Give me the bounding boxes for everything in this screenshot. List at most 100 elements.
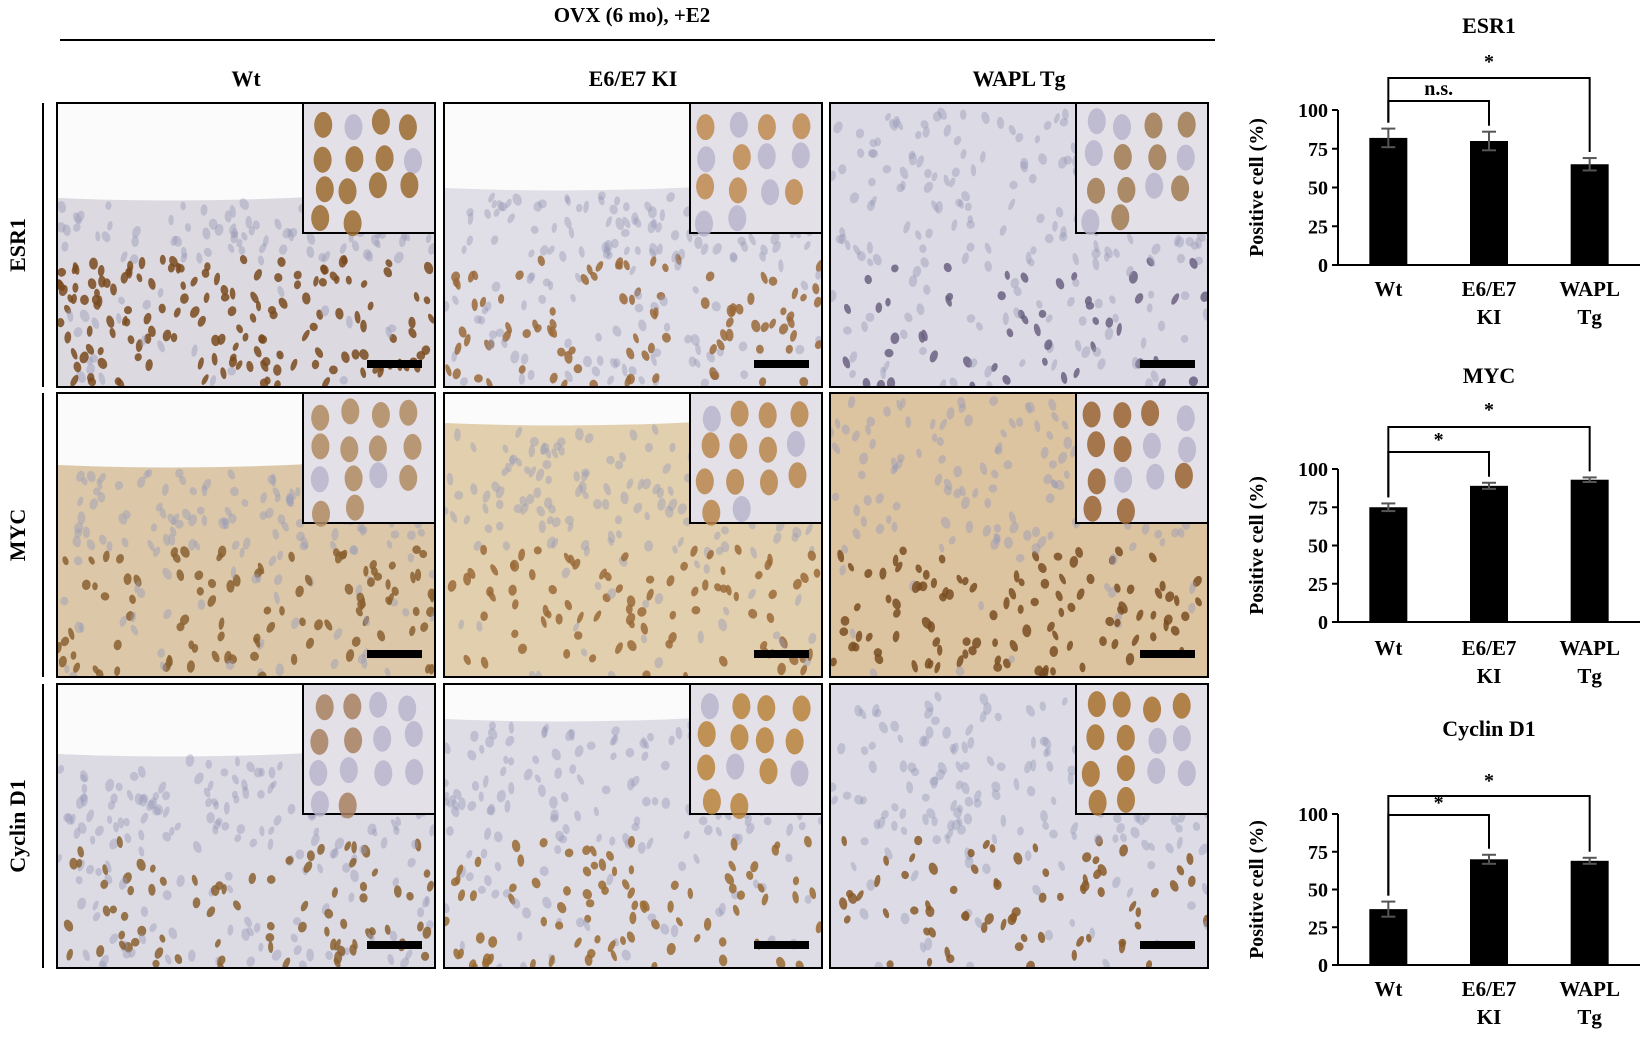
cell-nucleus: [919, 942, 927, 953]
cell-nucleus: [153, 804, 164, 816]
cell-nucleus: [994, 655, 1002, 665]
cell-nucleus: [1002, 312, 1009, 326]
bar: [1570, 860, 1609, 965]
cell-nucleus: [61, 241, 69, 252]
cell-nucleus: [890, 720, 900, 732]
cell-nucleus: [422, 926, 432, 939]
cell-nucleus: [1093, 240, 1099, 253]
inset-nucleus: [340, 436, 359, 463]
cell-nucleus: [1026, 960, 1035, 968]
cell-nucleus: [457, 889, 466, 902]
inset-nucleus: [341, 398, 360, 425]
cell-nucleus: [856, 250, 866, 262]
inset-nucleus: [371, 402, 390, 428]
cell-nucleus: [86, 325, 93, 337]
cell-nucleus: [928, 862, 938, 875]
cell-nucleus: [561, 567, 571, 579]
cell-nucleus: [791, 533, 799, 542]
cell-nucleus: [1023, 530, 1032, 541]
cell-nucleus: [955, 666, 965, 677]
cell-nucleus: [912, 266, 922, 278]
cell-nucleus: [675, 253, 682, 265]
cell-nucleus: [232, 342, 239, 351]
cell-nucleus: [125, 268, 132, 277]
cell-nucleus: [637, 842, 646, 854]
cell-nucleus: [915, 230, 922, 240]
inset-nucleus: [1087, 108, 1106, 135]
cell-nucleus: [949, 743, 957, 753]
cell-nucleus: [597, 191, 606, 201]
cell-nucleus: [464, 333, 471, 347]
cell-nucleus: [98, 372, 106, 386]
cell-nucleus: [75, 876, 83, 885]
cell-nucleus: [1081, 346, 1091, 358]
cell-nucleus: [528, 466, 537, 478]
cell-nucleus: [1019, 359, 1026, 368]
inset-nucleus: [310, 466, 329, 493]
cell-nucleus: [1049, 829, 1058, 839]
cell-nucleus: [1044, 234, 1054, 244]
cell-nucleus: [266, 875, 276, 884]
cell-nucleus: [934, 691, 942, 702]
cell-nucleus: [866, 200, 876, 211]
cell-nucleus: [606, 251, 613, 260]
cell-nucleus: [759, 377, 767, 387]
y-tick-label: 0: [1318, 255, 1328, 277]
cell-nucleus: [331, 528, 339, 541]
cell-nucleus: [666, 575, 675, 587]
cell-nucleus: [321, 251, 331, 263]
cell-nucleus: [1073, 367, 1080, 379]
cell-nucleus: [830, 657, 837, 667]
cell-nucleus: [843, 326, 852, 335]
cell-nucleus: [533, 546, 542, 555]
cell-nucleus: [469, 890, 477, 902]
cell-nucleus: [660, 760, 670, 771]
cell-nucleus: [551, 538, 559, 549]
cell-nucleus: [399, 235, 406, 248]
cell-nucleus: [907, 762, 917, 773]
cell-nucleus: [360, 280, 368, 288]
cell-nucleus: [867, 148, 877, 158]
cell-nucleus: [766, 612, 775, 623]
inset-nucleus: [791, 142, 810, 169]
cell-nucleus: [939, 379, 947, 387]
cell-nucleus: [962, 356, 973, 368]
cell-nucleus: [217, 955, 226, 966]
cell-nucleus: [277, 761, 283, 771]
cell-nucleus: [596, 355, 604, 366]
cell-nucleus: [412, 606, 420, 617]
cell-nucleus: [79, 793, 88, 802]
inset-nucleus: [344, 114, 363, 141]
cell-nucleus: [966, 220, 975, 229]
cell-nucleus: [896, 459, 903, 469]
cell-nucleus: [295, 585, 304, 598]
cell-nucleus: [634, 287, 642, 297]
cell-nucleus: [344, 841, 352, 851]
inset-nucleus: [1146, 463, 1165, 490]
cell-nucleus: [429, 824, 435, 837]
cell-nucleus: [159, 254, 166, 265]
cell-nucleus: [548, 504, 556, 514]
cell-nucleus: [873, 708, 882, 718]
cell-nucleus: [1059, 232, 1068, 242]
panel-border: [443, 683, 823, 969]
cell-nucleus: [360, 319, 367, 333]
cell-nucleus: [1150, 632, 1157, 642]
cell-nucleus: [162, 662, 171, 672]
cell-nucleus: [223, 801, 230, 815]
inset-nucleus: [398, 695, 417, 722]
inset-nucleus: [315, 694, 334, 721]
cell-nucleus: [950, 799, 957, 812]
cell-nucleus: [966, 314, 976, 323]
cell-nucleus: [1072, 278, 1080, 287]
cell-nucleus: [231, 540, 240, 551]
cell-nucleus: [197, 599, 206, 610]
cell-nucleus: [80, 794, 88, 807]
cell-nucleus: [625, 612, 636, 625]
cell-nucleus: [1187, 901, 1196, 910]
cell-nucleus: [487, 803, 496, 816]
cell-nucleus: [535, 468, 545, 482]
cell-nucleus: [496, 789, 506, 803]
cell-nucleus: [615, 642, 623, 654]
